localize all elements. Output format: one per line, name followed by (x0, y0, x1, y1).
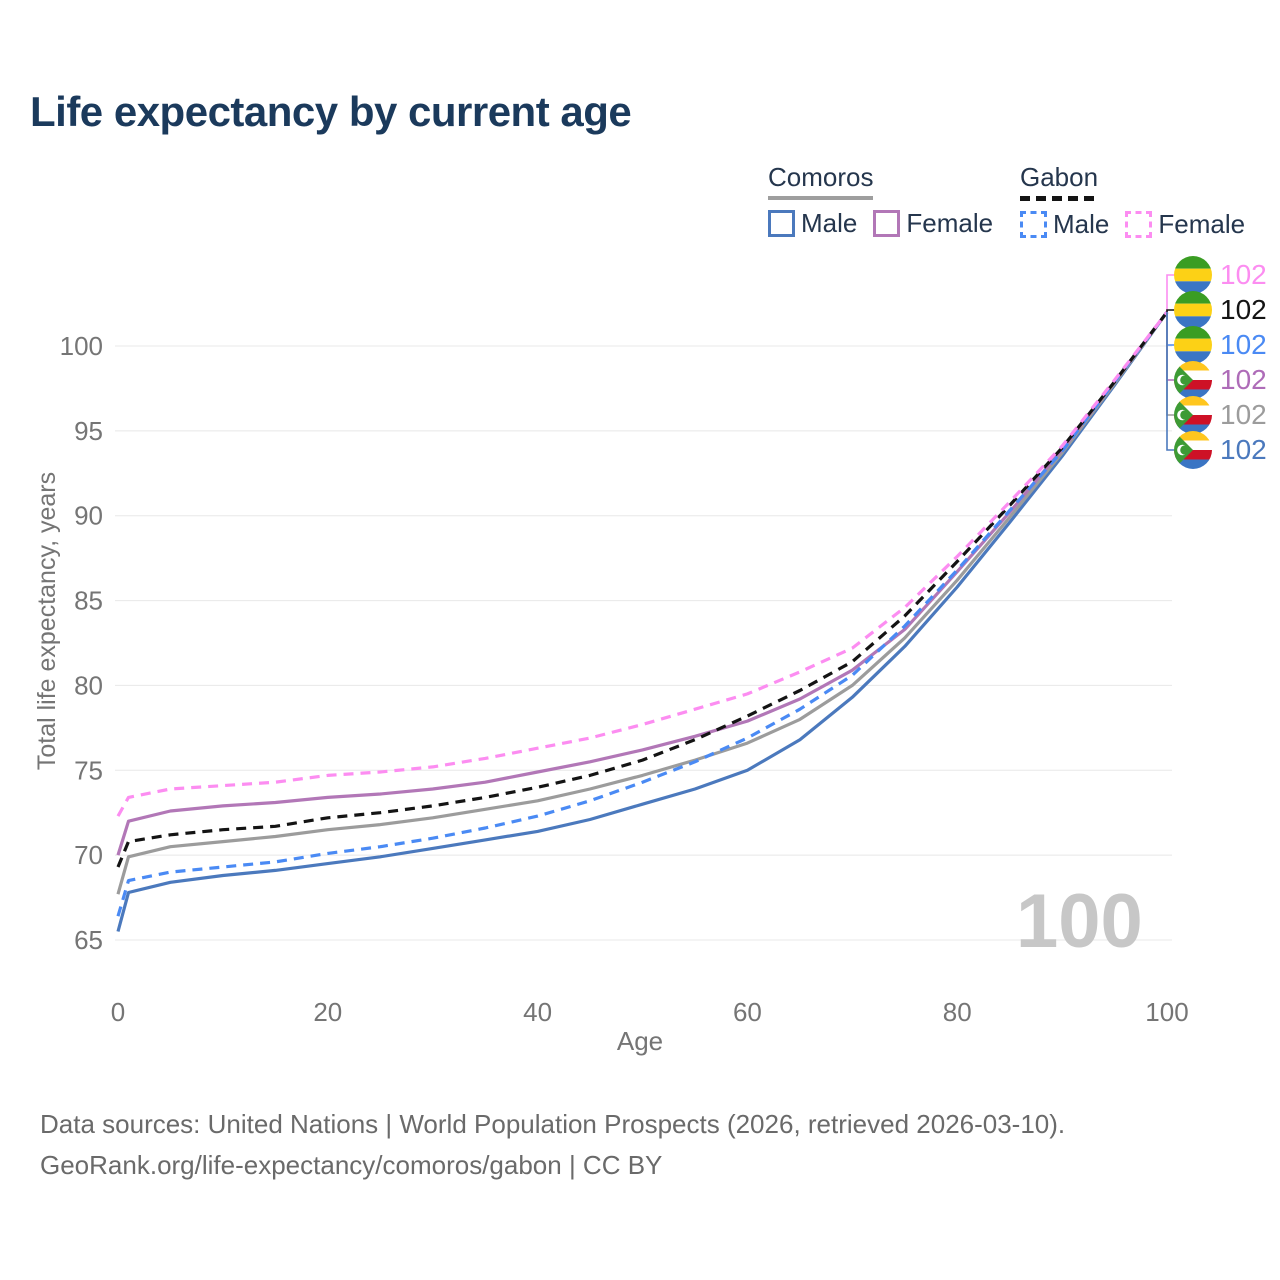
gabon-flag-icon (1174, 291, 1212, 329)
end-value: 102 (1220, 364, 1267, 395)
end-value: 102 (1220, 399, 1267, 430)
dashed-line-swatch (1020, 196, 1099, 201)
leader-line-comoros-5 (1166, 312, 1176, 451)
series-line-gabon-male[interactable] (116, 311, 1169, 917)
comoros-flag-icon (1174, 396, 1212, 434)
x-tick-60: 60 (733, 997, 762, 1027)
legend-item-comoros-female[interactable]: Female (873, 208, 993, 239)
solid-box-swatch-icon (768, 210, 795, 237)
chart-title: Life expectancy by current age (30, 88, 632, 135)
legend-item-gabon-male[interactable]: Male (1020, 209, 1109, 240)
end-value: 102 (1220, 434, 1267, 465)
legend-group-gabon: Gabon Male Female (1020, 162, 1245, 240)
dashed-box-swatch-icon (1125, 211, 1153, 238)
legend-item-gabon-female[interactable]: Female (1125, 209, 1245, 240)
dashed-box-swatch-icon (1020, 211, 1047, 238)
gabon-flag-icon (1174, 326, 1212, 364)
legend-item-comoros-male[interactable]: Male (768, 208, 857, 239)
series-line-comoros-male[interactable] (116, 311, 1169, 932)
end-label-gabon-both: 102 (1174, 291, 1267, 329)
footer-line-2: GeoRank.org/life-expectancy/comoros/gabo… (40, 1150, 663, 1180)
y-tick-65: 65 (74, 925, 103, 955)
legend-item-label: Male (1053, 209, 1110, 239)
x-tick-80: 80 (943, 997, 972, 1027)
legend-country-gabon[interactable]: Gabon (1020, 162, 1099, 201)
legend-item-label: Female (906, 208, 994, 238)
legend-item-label: Female (1158, 209, 1246, 239)
end-label-comoros-both: 102 (1174, 396, 1267, 434)
legend-country-label: Comoros (768, 162, 874, 192)
end-value: 102 (1220, 329, 1267, 360)
y-tick-90: 90 (74, 501, 103, 531)
x-tick-20: 20 (313, 997, 342, 1027)
legend-group-comoros: Comoros Male Female (768, 162, 993, 239)
legend-country-label: Gabon (1020, 162, 1099, 192)
x-axis-label: Age (616, 1026, 664, 1056)
y-tick-75: 75 (74, 755, 103, 785)
end-value: 102 (1220, 294, 1267, 325)
solid-line-swatch (768, 196, 874, 200)
end-label-comoros-female: 102 (1174, 361, 1267, 399)
y-tick-100: 100 (60, 331, 103, 361)
y-tick-95: 95 (74, 416, 103, 446)
x-tick-40: 40 (523, 997, 552, 1027)
leader-line-gabon-0 (1166, 274, 1176, 313)
comoros-flag-icon (1174, 431, 1212, 469)
legend-item-label: Male (801, 208, 858, 238)
series-line-comoros-both[interactable] (116, 311, 1169, 895)
legend-country-comoros[interactable]: Comoros (768, 162, 874, 200)
footer: Data sources: United Nations | World Pop… (40, 1104, 1065, 1186)
gabon-flag-icon (1174, 256, 1212, 294)
x-tick-0: 0 (111, 997, 125, 1027)
end-value: 102 (1220, 259, 1267, 290)
footer-line-1: Data sources: United Nations | World Pop… (40, 1109, 1066, 1139)
hover-age-watermark: 100 (1016, 879, 1143, 964)
end-label-gabon-female: 102 (1174, 256, 1267, 294)
y-axis-label: Total life expectancy, years (33, 471, 61, 771)
series-line-gabon-female[interactable] (116, 311, 1169, 817)
x-tick-100: 100 (1145, 997, 1188, 1027)
y-tick-80: 80 (74, 670, 103, 700)
comoros-flag-icon (1174, 361, 1212, 399)
y-tick-70: 70 (74, 840, 103, 870)
end-label-comoros-male: 102 (1174, 431, 1267, 469)
solid-box-swatch-icon (873, 210, 901, 237)
leader-line-gabon-1 (1166, 309, 1176, 313)
end-label-gabon-male: 102 (1174, 326, 1267, 364)
y-tick-85: 85 (74, 586, 103, 616)
series-line-comoros-female[interactable] (116, 311, 1169, 856)
